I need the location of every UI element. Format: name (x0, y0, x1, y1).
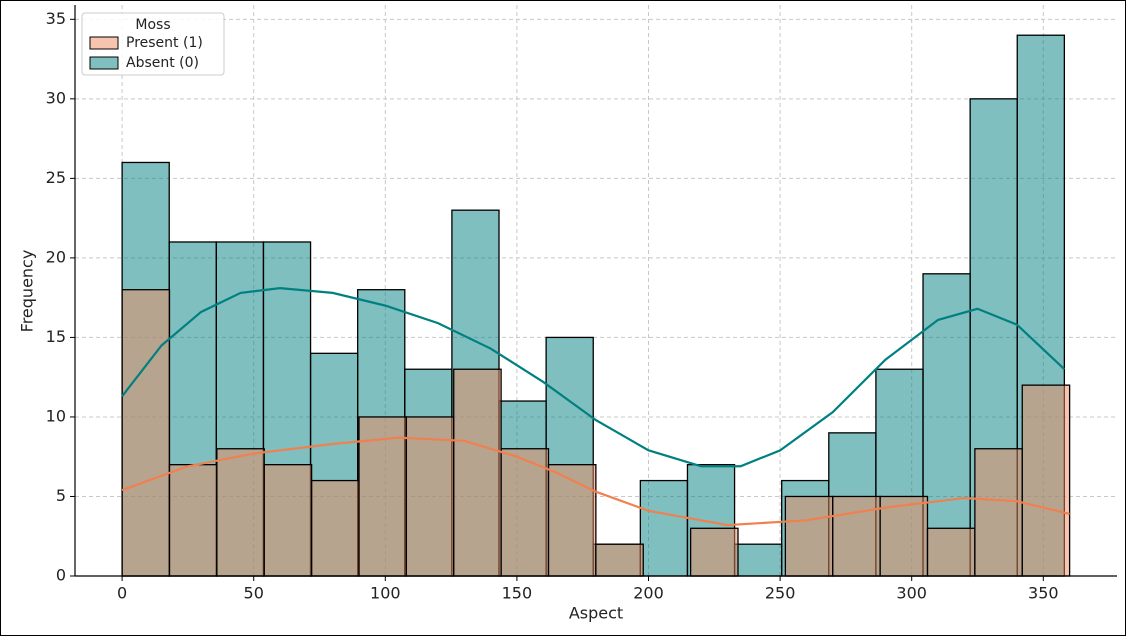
kde-line (121, 287, 1066, 468)
x-tick-label: 250 (765, 584, 796, 603)
x-tick-label: 200 (633, 584, 664, 603)
x-tick-label: 350 (1028, 584, 1059, 603)
bar (263, 464, 313, 577)
bar (733, 543, 783, 577)
bar (639, 479, 689, 577)
bar (926, 527, 976, 577)
y-tick-label: 20 (46, 247, 66, 266)
legend-swatch (89, 36, 119, 50)
y-tick-label: 15 (46, 327, 66, 346)
bar (832, 495, 881, 577)
bar (689, 527, 739, 577)
bar (879, 495, 929, 577)
bar (547, 464, 597, 577)
y-tick-label: 25 (46, 168, 66, 187)
bar (1021, 384, 1071, 577)
y-tick-label: 5 (56, 486, 66, 505)
bar (405, 416, 455, 577)
bar (216, 448, 265, 577)
legend-label: Absent (0) (126, 55, 199, 71)
y-tick-label: 0 (56, 566, 66, 585)
bar (500, 448, 550, 577)
bar (595, 543, 644, 577)
bar (453, 368, 502, 577)
bar (974, 448, 1023, 577)
y-tick-label: 35 (46, 9, 66, 28)
kde-line (121, 436, 1070, 527)
bar (168, 464, 218, 577)
legend-label: Present (1) (126, 35, 203, 51)
y-tick-label: 10 (46, 406, 66, 425)
bar (358, 416, 408, 577)
y-tick-label: 30 (46, 88, 66, 107)
y-axis-label: Frequency (18, 250, 37, 333)
x-axis-label: Aspect (569, 604, 623, 623)
legend-swatch (89, 56, 119, 70)
bar (121, 289, 171, 577)
bar (310, 479, 360, 577)
x-tick-label: 50 (244, 584, 264, 603)
legend: Moss Present (1) Absent (0) (81, 12, 225, 76)
x-tick-label: 150 (502, 584, 533, 603)
x-tick-label: 300 (896, 584, 927, 603)
legend-title: Moss (135, 17, 170, 33)
x-tick-label: 0 (117, 584, 127, 603)
bar (784, 495, 834, 577)
x-tick-label: 100 (370, 584, 401, 603)
